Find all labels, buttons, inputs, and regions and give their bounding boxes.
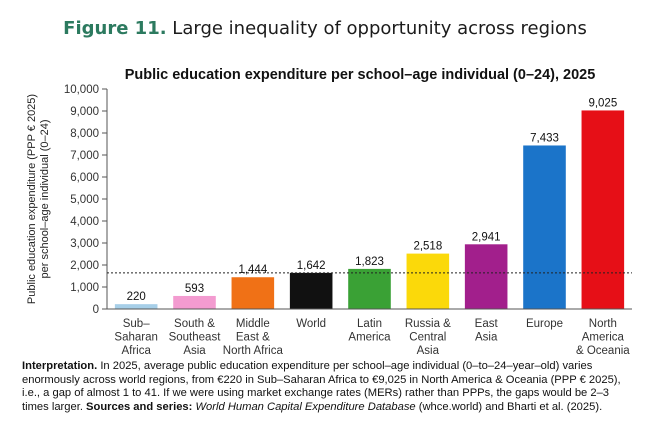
category-label: Asia (417, 345, 440, 357)
y-tick-label: 2,000 (70, 260, 99, 272)
y-axis: 0 1,000 2,000 3,000 4,000 5,000 6,000 7,000 8,00… (64, 84, 108, 316)
y-axis-label-line: per school–age individual (0–24) (39, 120, 51, 279)
y-axis-label: Public education expenditure (PPP € 2025… (26, 94, 51, 304)
bar-value-label: 2,518 (413, 241, 442, 253)
sources-text: (whce.world) and Bharti et al. (2025). (415, 400, 603, 413)
sources-label: Sources and series: (82, 400, 193, 413)
category-label: Latin (357, 318, 382, 330)
y-tick-label: 10,000 (64, 84, 99, 96)
interpretation-text: In 2025, average public education expend… (22, 360, 621, 413)
category-label: Southeast (169, 332, 222, 344)
category-label: East (475, 318, 499, 330)
category-label: South & (174, 318, 215, 330)
y-tick-label: 1,000 (70, 282, 99, 294)
bar-value-label: 593 (185, 283, 204, 295)
y-tick-label: 7,000 (70, 150, 99, 162)
category-label: America (348, 332, 391, 344)
bars (114, 110, 625, 309)
bar (231, 277, 275, 309)
category-label: Africa (121, 345, 151, 357)
data-labels: 220 593 1,444 1,642 1,823 2,518 2,941 7,433 9,02… (127, 97, 618, 303)
bar-value-label: 1,444 (238, 264, 267, 276)
bar-value-label: 9,025 (588, 97, 617, 109)
bar (581, 110, 625, 309)
bar (464, 244, 508, 309)
category-label: Asia (475, 332, 498, 344)
category-label: World (296, 318, 326, 330)
figure-title: Figure 11. Large inequality of opportuni… (0, 18, 650, 39)
y-tick-label: 9,000 (70, 106, 99, 118)
bar (173, 295, 216, 309)
y-tick-label: 6,000 (70, 172, 99, 184)
bar-value-label: 1,823 (355, 256, 384, 268)
category-label: Sub– (123, 318, 150, 330)
category-label: North Africa (223, 345, 284, 357)
bar-value-label: 220 (127, 291, 146, 303)
category-label: Asia (183, 345, 206, 357)
y-tick-label: 3,000 (70, 238, 99, 250)
figure-title-text: Large inequality of opportunity across r… (172, 18, 587, 39)
sources-database: World Human Capital Expenditure Database (192, 400, 416, 413)
bar-value-label: 1,642 (297, 260, 326, 272)
y-axis-label-line: Public education expenditure (PPP € 2025… (26, 94, 38, 304)
bar-chart: Public education expenditure per school–… (26, 67, 632, 357)
caption: Interpretation. In 2025, average public … (22, 360, 622, 414)
bar-value-label: 2,941 (472, 231, 501, 243)
category-label: America (582, 332, 625, 344)
category-label: Middle (236, 318, 270, 330)
y-tick-label: 8,000 (70, 128, 99, 140)
y-tick-label: 5,000 (70, 194, 99, 206)
bar (406, 253, 450, 309)
interpretation-label: Interpretation. (22, 360, 98, 372)
category-label: Europe (526, 318, 563, 330)
category-label: Saharan (114, 332, 157, 344)
chart-title: Public education expenditure per school–… (125, 67, 596, 83)
category-label: Russia & (405, 318, 451, 330)
figure-number: Figure 11. (63, 18, 167, 39)
bar (523, 145, 566, 309)
bar-value-label: 7,433 (530, 132, 559, 144)
y-tick-label: 4,000 (70, 216, 99, 228)
bar (114, 304, 158, 309)
category-label: & Oceania (576, 345, 630, 357)
category-label: East & (236, 332, 270, 344)
category-label: Central (409, 332, 446, 344)
category-label: North (589, 318, 617, 330)
y-tick-label: 0 (93, 304, 99, 316)
bar (289, 272, 333, 309)
bar (348, 268, 391, 309)
